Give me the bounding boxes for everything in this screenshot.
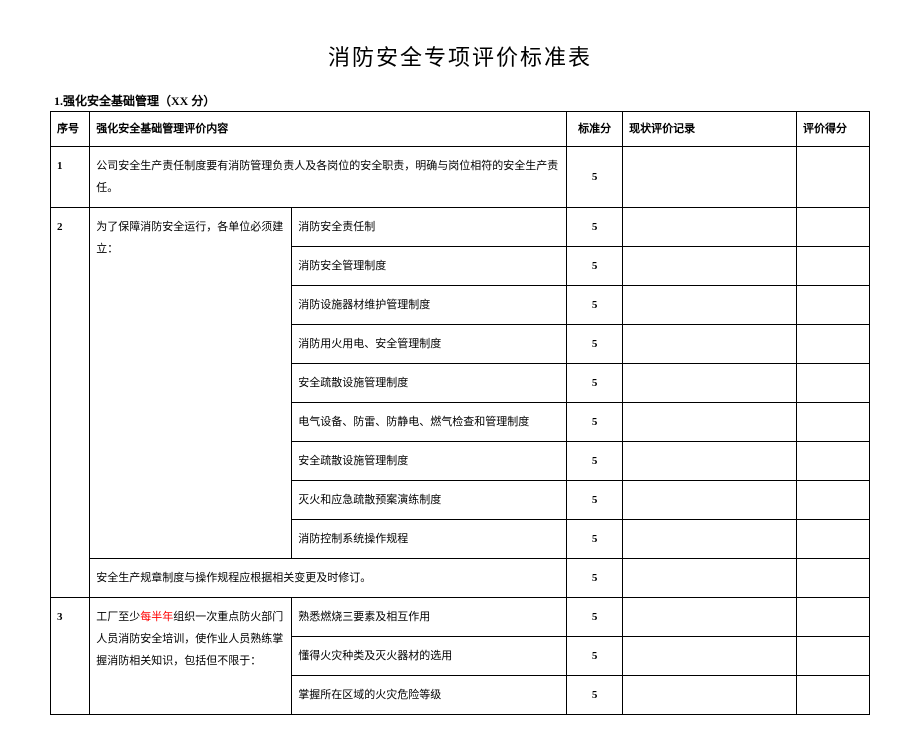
score-cell: 5 <box>567 247 623 286</box>
result-cell <box>797 637 870 676</box>
score-cell: 5 <box>567 520 623 559</box>
score-cell: 5 <box>567 559 623 598</box>
sub-cell: 消防控制系统操作规程 <box>292 520 567 559</box>
text-prefix: 工厂至少 <box>96 611 140 623</box>
result-cell <box>797 325 870 364</box>
result-cell <box>797 208 870 247</box>
record-cell <box>623 442 797 481</box>
table-header-row: 序号 强化安全基础管理评价内容 标准分 现状评价记录 评价得分 <box>51 112 870 147</box>
table-row: 1 公司安全生产责任制度要有消防管理负责人及各岗位的安全职责，明确与岗位相符的安… <box>51 147 870 208</box>
record-cell <box>623 520 797 559</box>
content-main-cell: 工厂至少每半年组织一次重点防火部门人员消防安全培训，使作业人员熟练掌握消防相关知… <box>90 598 292 715</box>
score-cell: 5 <box>567 598 623 637</box>
record-cell <box>623 325 797 364</box>
sub-cell: 消防安全责任制 <box>292 208 567 247</box>
sub-cell: 消防设施器材维护管理制度 <box>292 286 567 325</box>
sub-cell: 电气设备、防雷、防静电、燃气检查和管理制度 <box>292 403 567 442</box>
table-row: 3 工厂至少每半年组织一次重点防火部门人员消防安全培训，使作业人员熟练掌握消防相… <box>51 598 870 637</box>
result-cell <box>797 403 870 442</box>
sub-cell: 掌握所在区域的火灾危险等级 <box>292 676 567 715</box>
result-cell <box>797 286 870 325</box>
sub-cell: 消防安全管理制度 <box>292 247 567 286</box>
seq-cell: 1 <box>51 147 90 208</box>
score-cell: 5 <box>567 208 623 247</box>
header-result: 评价得分 <box>797 112 870 147</box>
score-cell: 5 <box>567 286 623 325</box>
result-cell <box>797 559 870 598</box>
sub-cell: 安全疏散设施管理制度 <box>292 364 567 403</box>
record-cell <box>623 481 797 520</box>
score-cell: 5 <box>567 147 623 208</box>
record-cell <box>623 403 797 442</box>
header-record: 现状评价记录 <box>623 112 797 147</box>
header-content: 强化安全基础管理评价内容 <box>90 112 567 147</box>
evaluation-table: 序号 强化安全基础管理评价内容 标准分 现状评价记录 评价得分 1 公司安全生产… <box>50 111 870 715</box>
sub-cell: 安全疏散设施管理制度 <box>292 442 567 481</box>
result-cell <box>797 364 870 403</box>
score-cell: 5 <box>567 481 623 520</box>
seq-cell: 2 <box>51 208 90 598</box>
header-score: 标准分 <box>567 112 623 147</box>
score-cell: 5 <box>567 676 623 715</box>
result-cell <box>797 520 870 559</box>
result-cell <box>797 147 870 208</box>
sub-cell: 消防用火用电、安全管理制度 <box>292 325 567 364</box>
record-cell <box>623 364 797 403</box>
result-cell <box>797 676 870 715</box>
record-cell <box>623 208 797 247</box>
record-cell <box>623 598 797 637</box>
result-cell <box>797 247 870 286</box>
seq-cell: 3 <box>51 598 90 715</box>
result-cell <box>797 598 870 637</box>
text-highlight: 每半年 <box>140 611 173 623</box>
page-title: 消防安全专项评价标准表 <box>50 40 870 72</box>
score-cell: 5 <box>567 637 623 676</box>
content-main-cell: 为了保障消防安全运行，各单位必须建立： <box>90 208 292 559</box>
score-cell: 5 <box>567 442 623 481</box>
content-cell: 公司安全生产责任制度要有消防管理负责人及各岗位的安全职责，明确与岗位相符的安全生… <box>90 147 567 208</box>
record-cell <box>623 286 797 325</box>
sub-cell: 懂得火灾种类及灭火器材的选用 <box>292 637 567 676</box>
table-row: 安全生产规章制度与操作规程应根据相关变更及时修订。 5 <box>51 559 870 598</box>
table-row: 2 为了保障消防安全运行，各单位必须建立： 消防安全责任制 5 <box>51 208 870 247</box>
record-cell <box>623 247 797 286</box>
record-cell <box>623 637 797 676</box>
footer-cell: 安全生产规章制度与操作规程应根据相关变更及时修订。 <box>90 559 567 598</box>
result-cell <box>797 442 870 481</box>
score-cell: 5 <box>567 403 623 442</box>
score-cell: 5 <box>567 325 623 364</box>
sub-cell: 灭火和应急疏散预案演练制度 <box>292 481 567 520</box>
sub-cell: 熟悉燃烧三要素及相互作用 <box>292 598 567 637</box>
record-cell <box>623 676 797 715</box>
header-seq: 序号 <box>51 112 90 147</box>
section-label: 1.强化安全基础管理（XX 分） <box>50 92 870 109</box>
score-cell: 5 <box>567 364 623 403</box>
result-cell <box>797 481 870 520</box>
record-cell <box>623 147 797 208</box>
record-cell <box>623 559 797 598</box>
